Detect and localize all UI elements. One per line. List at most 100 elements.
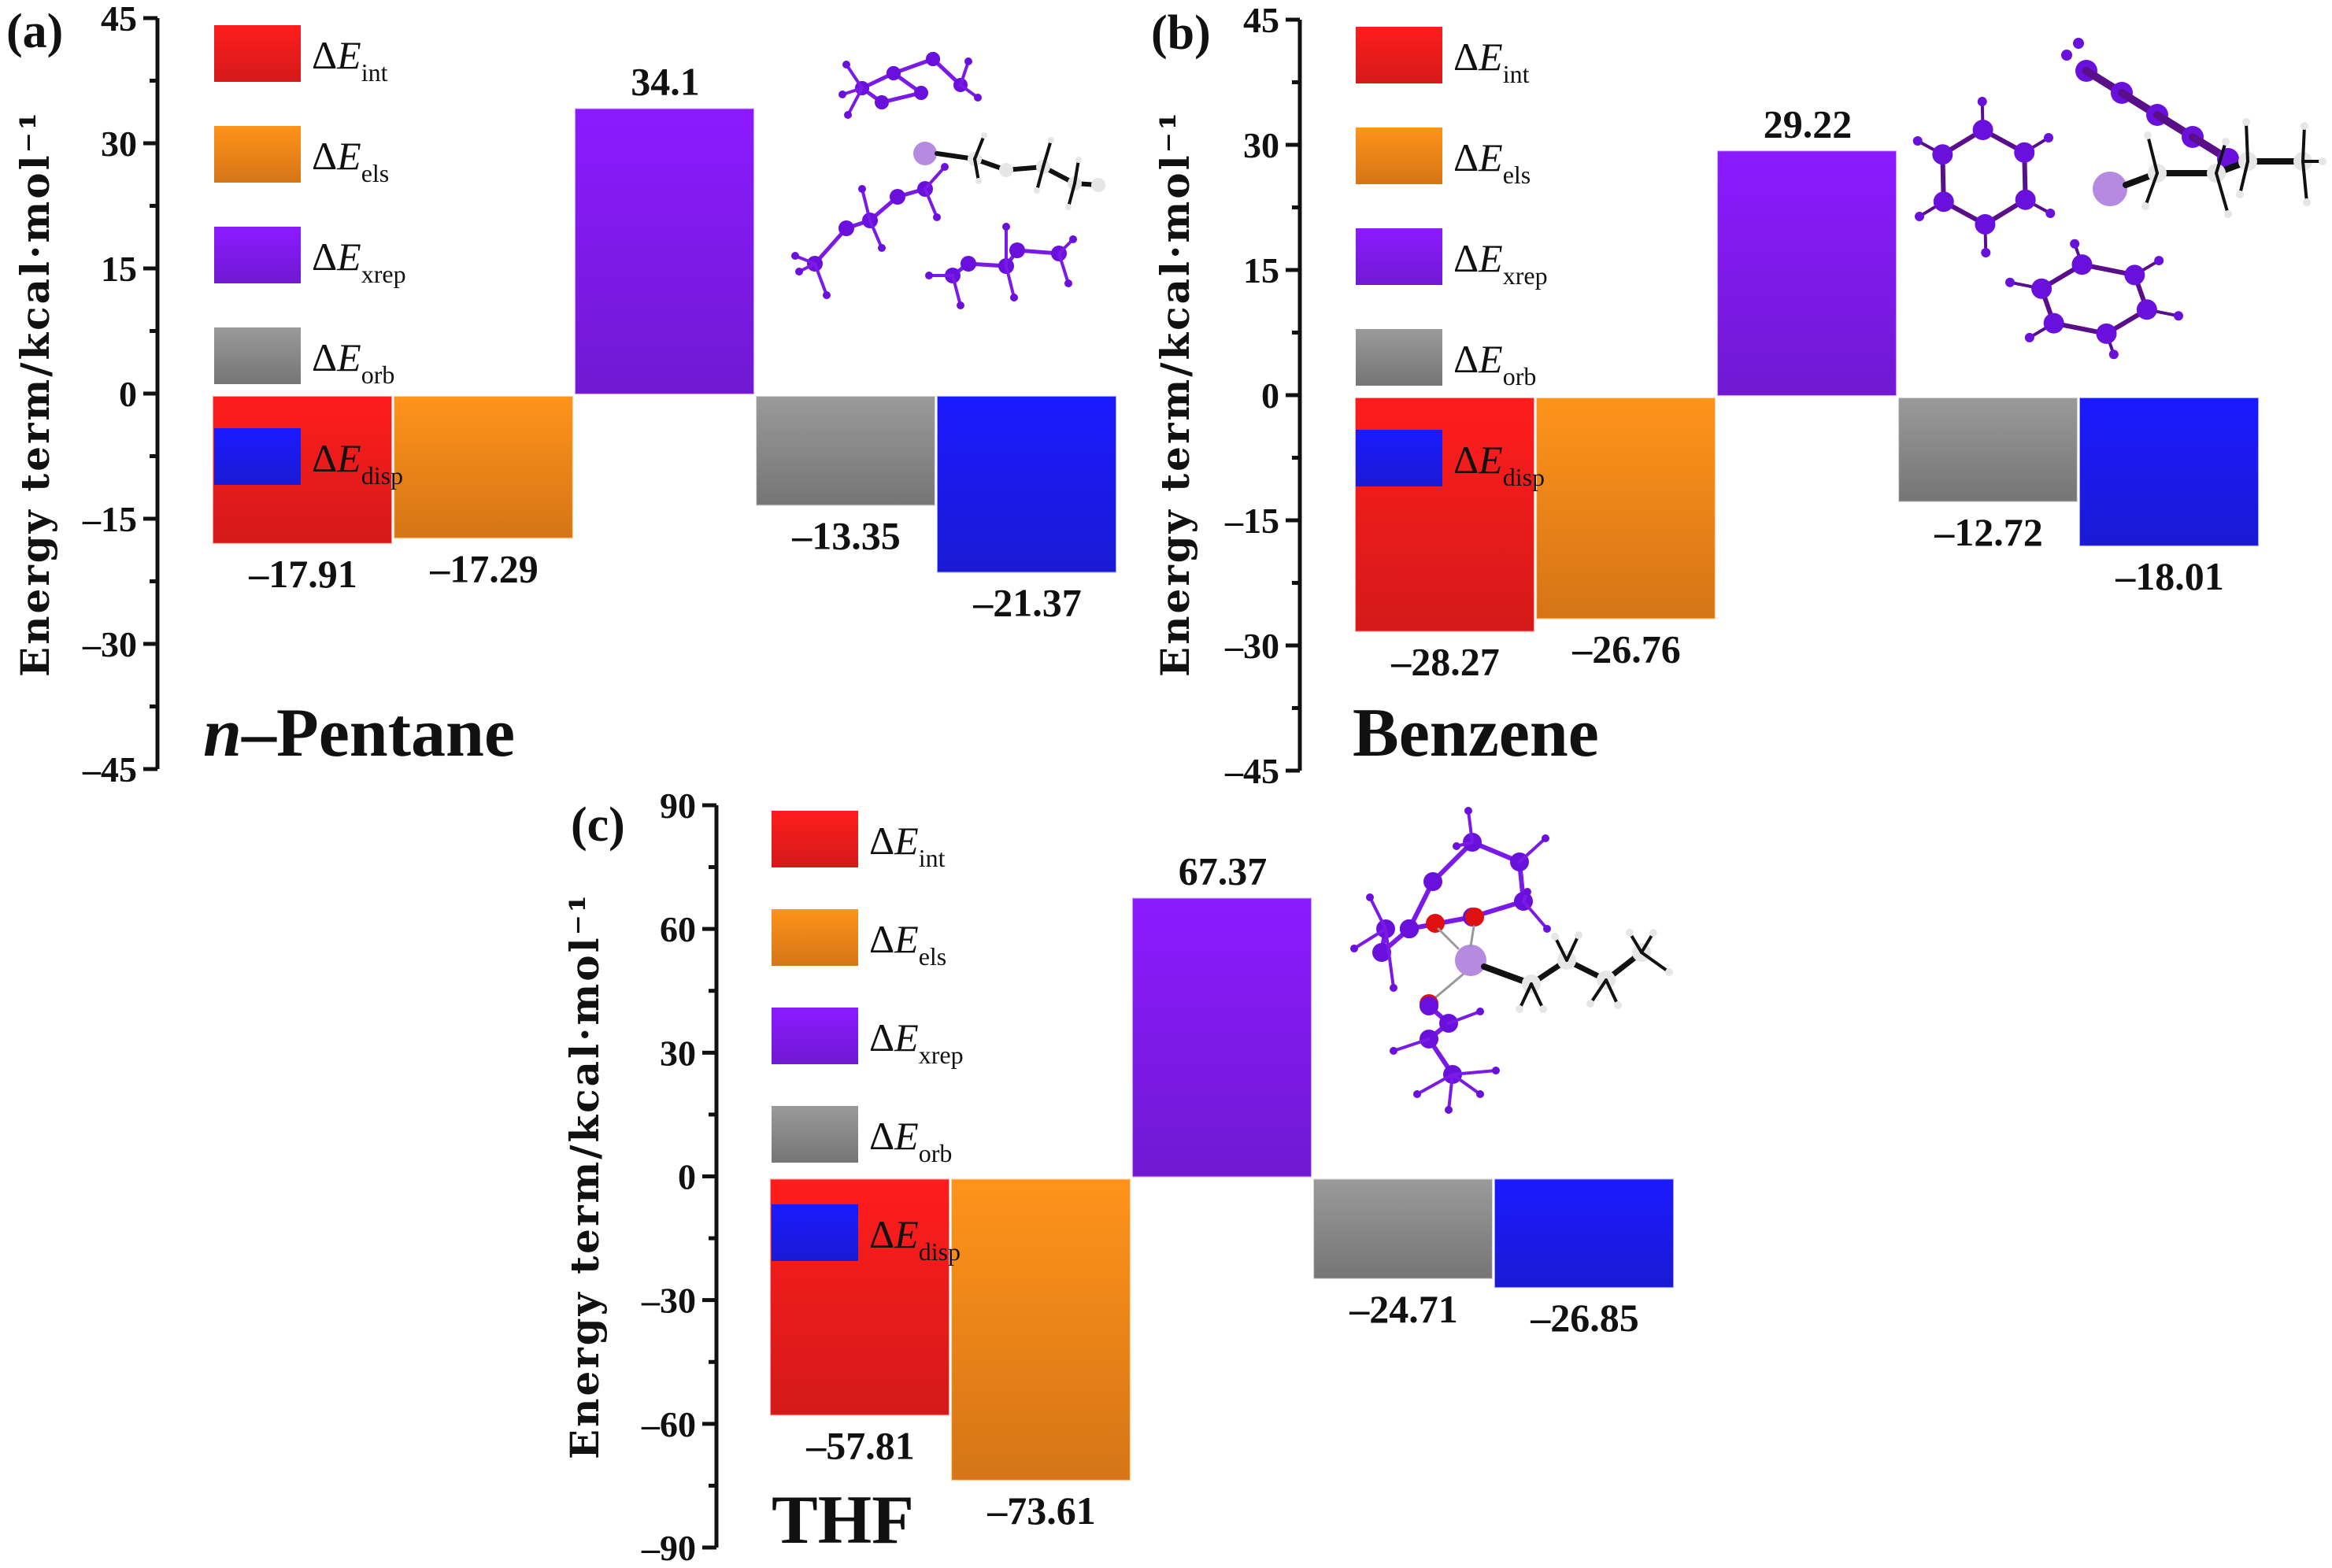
atom — [1426, 914, 1445, 933]
molecule-inset — [791, 52, 1105, 309]
y-tick-label: 0 — [1261, 375, 1279, 416]
atom — [1002, 223, 1010, 231]
bar-value-label: –13.35 — [791, 514, 901, 558]
atom — [1975, 213, 1996, 235]
bar-value-label: –57.81 — [805, 1423, 915, 1467]
legend-swatch-els — [1356, 128, 1442, 184]
legend-swatch-els — [772, 909, 858, 966]
bond — [1522, 900, 1549, 930]
bar-els — [951, 1178, 1131, 1481]
bond — [812, 226, 849, 266]
atom — [926, 52, 940, 66]
atom — [2319, 157, 2326, 165]
bond — [813, 262, 828, 297]
bar-value-label: 67.37 — [1179, 849, 1268, 893]
atom — [1981, 247, 1991, 257]
bond — [1518, 982, 1533, 1011]
bond — [1451, 1073, 1482, 1096]
panel-c: (c) 90 60 30 0 –30 –60 –90 Energy term/kcal·mol⁻… — [561, 786, 1674, 1568]
legend-label-els: ΔEels — [1453, 135, 1531, 189]
legend-label-disp: ΔEdisp — [1453, 438, 1545, 491]
atom — [2141, 202, 2149, 210]
atom — [1915, 211, 1925, 221]
legend-swatch-int — [214, 25, 301, 82]
legend-label-disp: ΔEdisp — [312, 436, 403, 490]
atom — [1912, 135, 1923, 146]
bond — [1416, 1073, 1454, 1096]
atom — [2108, 349, 2119, 360]
atom — [914, 86, 928, 100]
atom — [2222, 138, 2230, 146]
atom — [2154, 256, 2164, 266]
legend-label-xrep: ΔExrep — [312, 235, 406, 288]
bar-disp — [1494, 1178, 1674, 1289]
legend-swatch-xrep — [214, 227, 301, 283]
atom — [2124, 264, 2145, 286]
atom — [1372, 943, 1391, 962]
atom — [2061, 50, 2072, 61]
bar-value-label: –26.85 — [1530, 1296, 1639, 1340]
bar-value-label: –17.91 — [248, 552, 357, 596]
panel-label: (b) — [1151, 6, 1211, 60]
bond — [1005, 264, 1016, 299]
bar-value-label: –24.71 — [1349, 1287, 1458, 1331]
legend-label-orb: ΔEorb — [1453, 337, 1536, 390]
bond — [1467, 809, 1474, 844]
atom — [2093, 172, 2127, 206]
y-axis-title: Energy term/kcal·mol⁻¹ — [1152, 110, 1198, 677]
atom — [933, 213, 941, 221]
bond — [2144, 172, 2159, 208]
atom — [1065, 204, 1072, 210]
atom — [1453, 842, 1460, 850]
bond — [2245, 120, 2249, 163]
atom — [1423, 872, 1442, 891]
y-tick-label: 0 — [678, 1157, 696, 1197]
bar-orb — [1313, 1178, 1493, 1279]
legend-swatch-orb — [214, 327, 301, 384]
y-tick-label: 60 — [660, 909, 696, 949]
atom — [887, 66, 901, 80]
atom — [858, 185, 866, 193]
bond — [924, 165, 946, 190]
atom — [974, 94, 982, 102]
bar-orb — [756, 396, 935, 506]
y-tick-label: 15 — [1243, 250, 1279, 290]
molecule-inset — [1912, 38, 2326, 360]
legend-label-int: ΔEint — [312, 33, 388, 87]
y-tick-label: 45 — [1243, 0, 1279, 40]
bond — [1042, 139, 1053, 168]
legend-swatch-int — [1356, 27, 1442, 83]
atom — [1492, 1067, 1500, 1074]
bond — [924, 187, 938, 219]
atom — [1048, 137, 1054, 143]
atom — [1977, 97, 1987, 107]
legend-swatch-xrep — [1356, 228, 1442, 285]
atom — [2071, 254, 2093, 276]
atom — [795, 268, 803, 276]
atom — [1413, 1090, 1421, 1098]
y-tick-label: –15 — [1224, 501, 1279, 541]
y-tick-label: 45 — [101, 0, 137, 39]
legend-label-disp: ΔEdisp — [869, 1212, 961, 1266]
legend-label-xrep: ΔExrep — [869, 1015, 964, 1069]
atom — [1626, 929, 1634, 937]
legend-swatch-els — [214, 126, 301, 183]
bond — [951, 274, 962, 307]
atom — [999, 163, 1013, 177]
bar-els — [394, 396, 573, 539]
bond — [2238, 160, 2249, 196]
bond — [2215, 140, 2227, 175]
atom — [1350, 945, 1358, 952]
atom — [2173, 311, 2183, 321]
atom — [2014, 142, 2035, 163]
bond — [1431, 973, 1464, 1001]
atom — [838, 220, 854, 236]
panel-a: (a) 45 30 15 0 –15 –30 –45 Energy term/kcal·mol⁻… — [6, 0, 1116, 790]
atom — [1932, 144, 1953, 165]
atom — [2301, 122, 2308, 130]
bond — [1447, 1010, 1482, 1025]
atom — [1516, 1005, 1523, 1013]
atom — [1091, 178, 1105, 192]
atom — [1551, 933, 1559, 941]
